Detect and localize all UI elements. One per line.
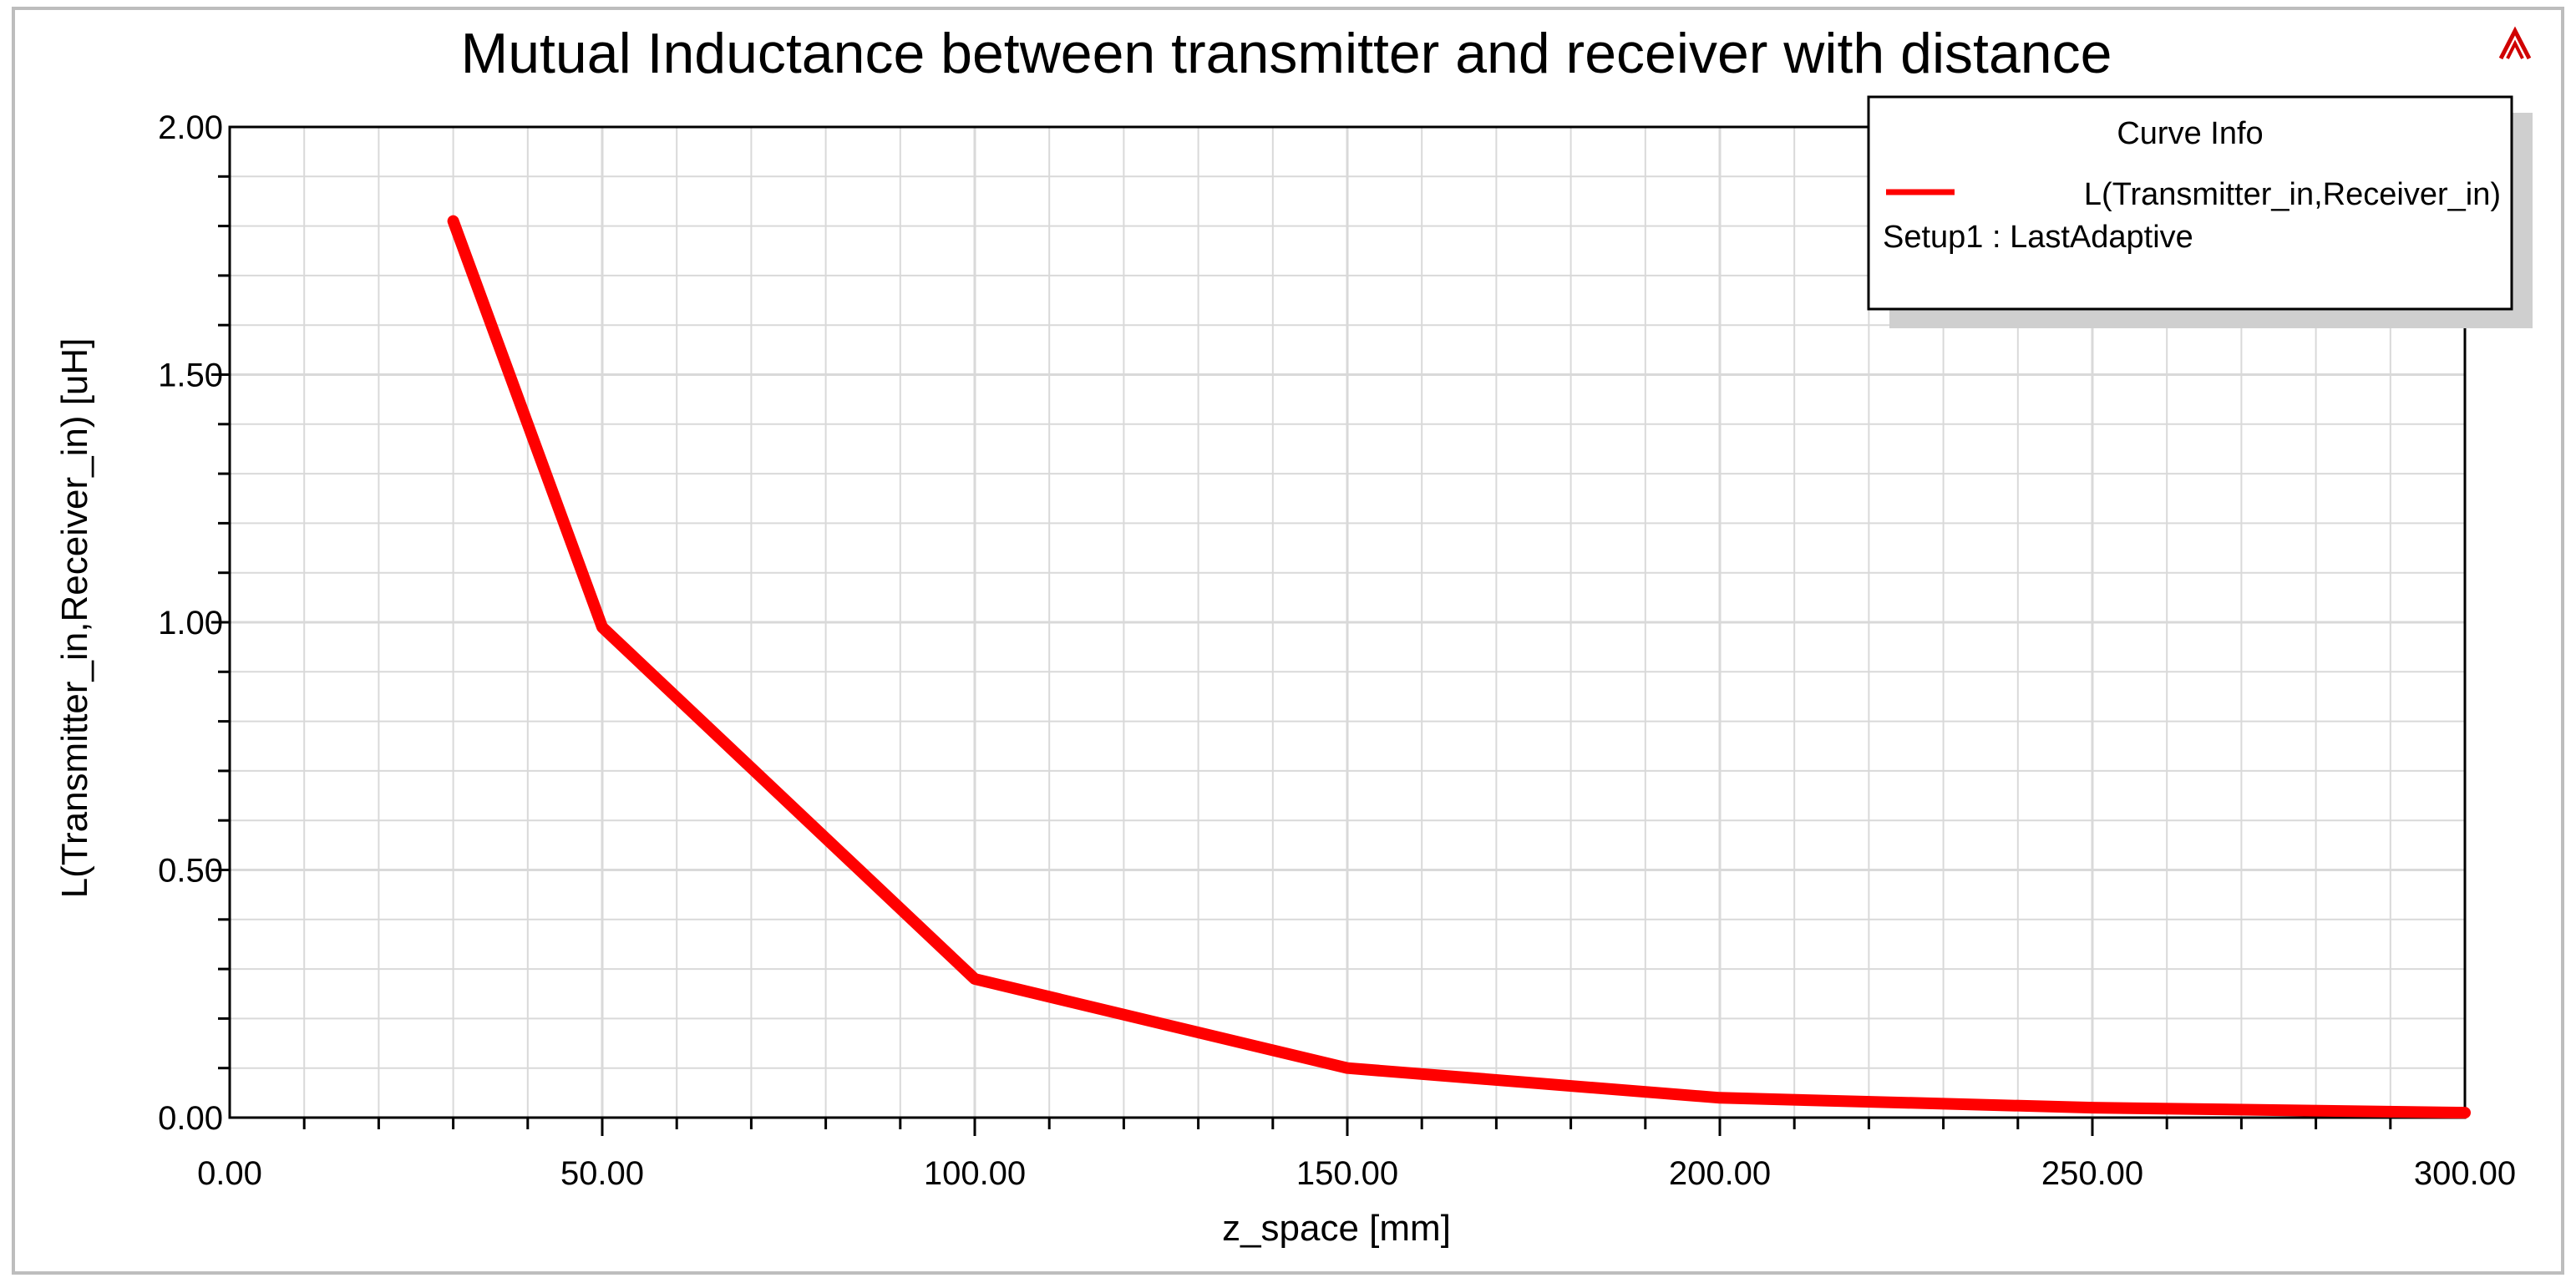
y-axis: 0.00 0.50 1.00 1.50 2.00	[158, 109, 230, 1137]
x-axis-label: z_space [mm]	[1222, 1208, 1451, 1249]
x-tick-label: 300.00	[2414, 1155, 2516, 1192]
y-tick-label: 0.00	[158, 1100, 223, 1137]
x-axis: 0.00 50.00 100.00 150.00 200.00 250.00 300.00	[197, 1118, 2516, 1192]
x-tick-label: 50.00	[560, 1155, 644, 1192]
data-point	[2462, 1110, 2467, 1116]
legend[interactable]: Curve Info L(Transmitter_in,Receiver_in)…	[1867, 95, 2533, 328]
y-tick-label: 1.50	[158, 357, 223, 394]
legend-entry-setup: Setup1 : LastAdaptive	[1883, 220, 2193, 255]
x-tick-label: 0.00	[197, 1155, 262, 1192]
data-point	[972, 976, 977, 981]
y-tick-label: 1.00	[158, 605, 223, 641]
data-point	[2090, 1105, 2095, 1111]
y-axis-label: L(Transmitter_in,Receiver_in) [uH]	[54, 338, 95, 899]
x-tick-label: 200.00	[1669, 1155, 1771, 1192]
y-tick-label: 2.00	[158, 109, 223, 146]
chart-title: Mutual Inductance between transmitter an…	[461, 22, 2112, 85]
series-line	[447, 215, 2471, 1119]
y-tick-label: 0.50	[158, 853, 223, 890]
legend-title: Curve Info	[2117, 116, 2263, 151]
x-tick-label: 150.00	[1296, 1155, 1398, 1192]
data-point	[600, 624, 605, 630]
data-point	[450, 218, 456, 224]
x-tick-label: 100.00	[924, 1155, 1026, 1192]
series-layer	[447, 215, 2471, 1119]
legend-entry-series: L(Transmitter_in,Receiver_in)	[2084, 177, 2501, 212]
ansys-logo-icon	[2498, 26, 2532, 60]
data-point	[1717, 1095, 1722, 1101]
legend-box	[1867, 95, 2513, 311]
grid-lines	[230, 127, 2465, 1118]
x-tick-label: 250.00	[2041, 1155, 2143, 1192]
data-point	[1345, 1065, 1350, 1071]
